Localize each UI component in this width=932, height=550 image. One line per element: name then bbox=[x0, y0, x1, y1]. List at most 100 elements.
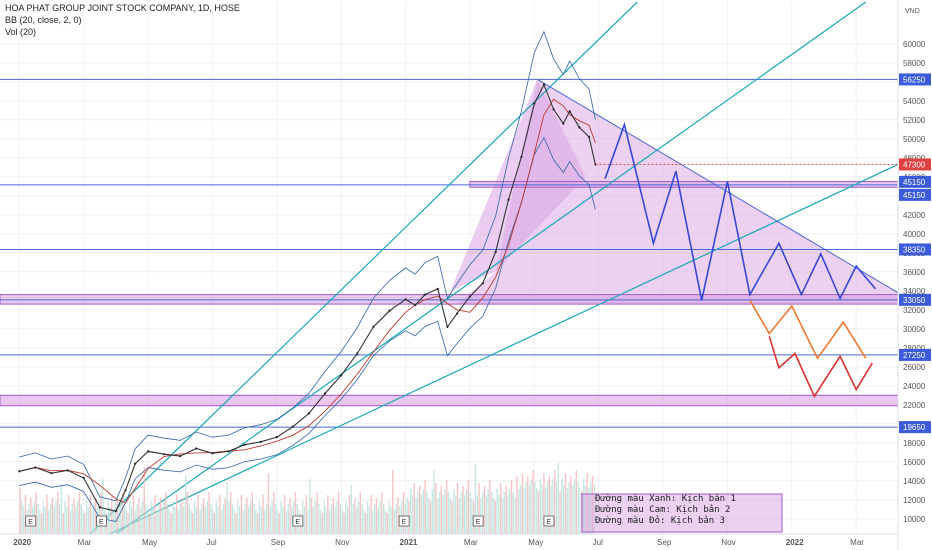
price-tick-label: 58000 bbox=[903, 59, 926, 68]
volume-bar bbox=[265, 504, 268, 534]
volume-bar bbox=[190, 510, 192, 534]
volume-bar bbox=[577, 482, 579, 534]
volume-bar bbox=[346, 507, 349, 534]
volume-bar bbox=[345, 501, 347, 534]
volume-bar bbox=[127, 513, 129, 534]
earnings-marker bbox=[25, 515, 37, 527]
time-tick-label: Nov bbox=[335, 538, 349, 547]
scenario-note-3: Đường màu Đỏ: Kịch bản 3 bbox=[595, 516, 726, 526]
volume-bar bbox=[426, 492, 428, 534]
level-tag-label: 38350 bbox=[903, 245, 926, 254]
volume-bar bbox=[89, 495, 91, 534]
price-point bbox=[340, 374, 343, 377]
legend-background bbox=[581, 493, 783, 533]
volume-bar bbox=[328, 510, 331, 534]
price-point bbox=[82, 476, 85, 480]
volume-bar bbox=[148, 513, 151, 534]
volume-bar bbox=[132, 495, 135, 534]
volume-bar bbox=[57, 492, 59, 534]
volume-bar bbox=[283, 495, 286, 534]
price-point bbox=[533, 102, 536, 105]
volume-bar bbox=[278, 513, 280, 534]
volume-bar bbox=[55, 501, 57, 534]
volume-bar bbox=[393, 510, 396, 534]
price-point bbox=[356, 352, 359, 355]
volume-bar bbox=[51, 498, 54, 534]
volume-bar bbox=[280, 501, 282, 534]
volume-bar bbox=[305, 495, 307, 534]
price-axis-bg bbox=[898, 0, 932, 550]
price-point bbox=[568, 110, 571, 113]
time-tick-label: Sep bbox=[657, 538, 672, 547]
price-point bbox=[446, 325, 449, 328]
time-tick-label: 2022 bbox=[786, 538, 804, 547]
volume-bar bbox=[116, 498, 118, 534]
volume-bar bbox=[469, 492, 471, 534]
scenario-line-2 bbox=[749, 299, 867, 360]
volume-bar bbox=[505, 486, 507, 534]
time-tick-label: 2021 bbox=[400, 538, 418, 547]
volume-bar bbox=[417, 492, 419, 534]
volume-bar bbox=[428, 498, 430, 534]
time-tick-label: Jul bbox=[593, 538, 603, 547]
volume-bar bbox=[555, 482, 558, 534]
price-point bbox=[520, 155, 523, 158]
last-price-tag bbox=[899, 158, 931, 171]
volume-bar bbox=[262, 495, 264, 534]
scenario-note-1: Đường màu Xanh: Kịch bản 1 bbox=[595, 494, 736, 504]
volume-bar bbox=[348, 495, 351, 534]
volume-bar bbox=[233, 510, 235, 534]
price-line bbox=[19, 83, 596, 512]
volume-bar bbox=[67, 495, 70, 534]
price-point bbox=[179, 455, 182, 458]
volume-bar bbox=[384, 510, 387, 534]
price-point bbox=[114, 510, 117, 513]
volume-bar bbox=[269, 507, 271, 534]
volume-bar bbox=[134, 510, 136, 534]
level-tag bbox=[899, 188, 931, 201]
volume-bar bbox=[568, 482, 570, 534]
volume-bar bbox=[141, 501, 144, 534]
level-tag-label: 19650 bbox=[903, 423, 926, 432]
price-point bbox=[388, 309, 391, 312]
volume-bar bbox=[303, 507, 306, 534]
price-point bbox=[372, 325, 375, 328]
volume-bar bbox=[496, 489, 498, 534]
volume-bar bbox=[460, 492, 462, 534]
volume-bar bbox=[359, 492, 361, 534]
volume-bar bbox=[238, 507, 241, 534]
price-point bbox=[34, 466, 37, 469]
volume-bar bbox=[258, 501, 261, 534]
volume-bar bbox=[215, 501, 217, 534]
time-tick-label: Mar bbox=[464, 538, 478, 547]
volume-bar bbox=[572, 485, 574, 534]
volume-bar bbox=[386, 513, 388, 534]
volume-bar bbox=[314, 501, 316, 534]
earnings-marker-label: E bbox=[402, 519, 407, 526]
volume-bar bbox=[172, 501, 174, 534]
price-point bbox=[134, 462, 137, 465]
volume-bar bbox=[69, 510, 72, 534]
volume-bar bbox=[525, 482, 527, 534]
volume-bar bbox=[177, 510, 180, 534]
price-tick-label: 12000 bbox=[903, 496, 926, 505]
volume-bar bbox=[188, 504, 190, 534]
volume-bar bbox=[48, 510, 50, 534]
volume-bar bbox=[491, 492, 493, 534]
volume-bar bbox=[235, 513, 237, 534]
volume-bar bbox=[519, 485, 522, 534]
price-point bbox=[542, 83, 546, 86]
volume-bar bbox=[539, 479, 542, 534]
volume-bar bbox=[312, 507, 315, 534]
volume-bar bbox=[446, 480, 448, 534]
volume-bar bbox=[186, 492, 189, 534]
volume-bar bbox=[143, 467, 145, 534]
volume-bar bbox=[494, 501, 497, 534]
price-tick-label: 36000 bbox=[903, 268, 926, 277]
price-tick-label: 24000 bbox=[903, 382, 926, 391]
volume-bar bbox=[337, 492, 340, 534]
price-point bbox=[494, 250, 497, 253]
price-tick-label: 60000 bbox=[903, 40, 926, 49]
volume-bar bbox=[46, 495, 48, 534]
